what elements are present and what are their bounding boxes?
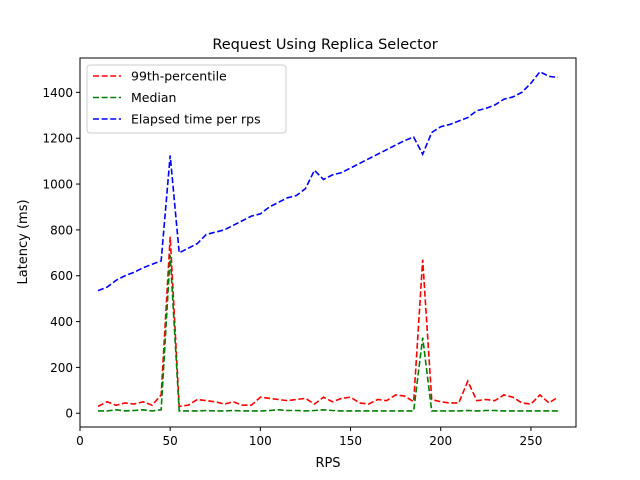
series-line-median (98, 255, 558, 412)
legend-label-99th-percentile: 99th-percentile (131, 69, 227, 84)
legend-frame (86, 64, 287, 134)
x-tick-label: 200 (429, 434, 452, 448)
y-tick-label: 1200 (42, 132, 73, 146)
x-axis-label: RPS (315, 456, 340, 471)
y-tick-label: 1000 (42, 178, 73, 192)
x-tick-label: 100 (249, 434, 272, 448)
y-tick-label: 600 (50, 269, 73, 283)
legend-label-median: Median (131, 90, 176, 105)
y-tick-label: 400 (50, 315, 73, 329)
legend: 99th-percentile Median Elapsed time per rp… (86, 64, 287, 134)
y-axis-label: Latency (ms) (16, 199, 31, 284)
chart-title: Request Using Replica Selector (212, 37, 437, 53)
x-tick-label: 50 (163, 434, 178, 448)
x-tick-label: 250 (519, 434, 542, 448)
ticks-layer: 0 50 100 150 200 250 0 200 400 600 800 1000 1200 1400 (42, 86, 542, 448)
legend-label-elapsed-time-per-rps: Elapsed time per rps (131, 112, 261, 127)
series-layer (97, 70, 559, 412)
y-tick-label: 800 (50, 223, 73, 237)
y-tick-label: 200 (50, 361, 73, 375)
y-tick-label: 0 (65, 407, 73, 421)
x-tick-label: 0 (76, 434, 84, 448)
series-line-elapsed-time-per-rps (97, 70, 559, 292)
x-tick-label: 150 (339, 434, 362, 448)
y-tick-label: 1400 (42, 86, 73, 100)
plot-area-frame (79, 57, 577, 428)
